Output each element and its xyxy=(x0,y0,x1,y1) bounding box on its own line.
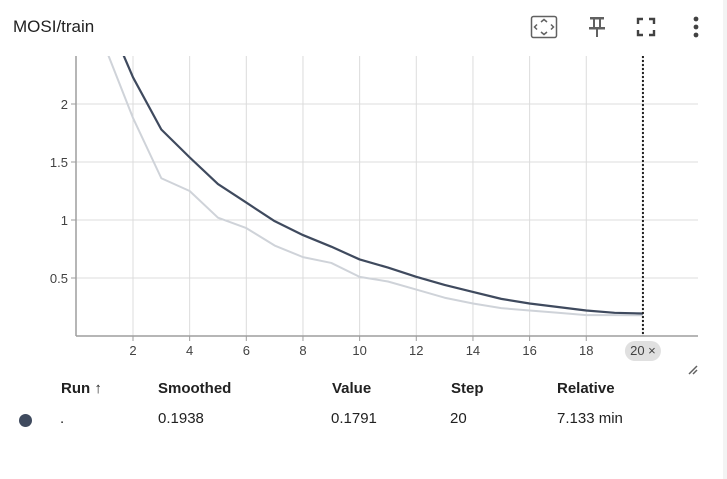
cell-relative: 7.133 min xyxy=(557,410,623,427)
y-tick-label: 1 xyxy=(61,213,68,228)
chart-grid xyxy=(76,56,698,336)
run-color-dot xyxy=(19,414,32,427)
card-toolbar xyxy=(507,8,727,46)
chart-series xyxy=(107,56,643,317)
more-vert-icon xyxy=(693,16,699,38)
fullscreen-button[interactable] xyxy=(631,12,661,42)
smoothed-series-line xyxy=(122,56,643,315)
col-value-header[interactable]: Value xyxy=(332,380,372,397)
x-tick-label: 8 xyxy=(299,343,306,358)
col-step-header[interactable]: Step xyxy=(451,380,484,397)
data-table-header: Run ↑ Smoothed Value Step Relative xyxy=(0,380,700,400)
cursor-step-pill xyxy=(624,341,661,361)
resize-handle-icon[interactable] xyxy=(688,365,698,375)
y-tick-label: 1.5 xyxy=(50,155,68,170)
col-smoothed-header[interactable]: Smoothed xyxy=(158,380,232,397)
card-title: MOSI/train xyxy=(13,17,95,36)
y-tick-label: 0.5 xyxy=(50,271,68,286)
x-tick-label: 12 xyxy=(409,343,423,358)
scrollbar-track[interactable] xyxy=(723,0,727,479)
cell-step: 20 xyxy=(450,410,467,427)
x-tick-label: 10 xyxy=(352,343,366,358)
x-tick-label: 6 xyxy=(243,343,250,358)
more-options-button[interactable] xyxy=(681,12,711,42)
step-cursor: 20 × xyxy=(624,56,661,361)
y-tick-label: 2 xyxy=(61,97,68,112)
x-tick-label: 18 xyxy=(579,343,593,358)
cursor-step-label: 20 × xyxy=(630,343,656,358)
fullscreen-icon xyxy=(636,17,656,37)
cell-smoothed: 0.1938 xyxy=(158,410,204,427)
cell-value: 0.1791 xyxy=(331,410,377,427)
x-tick-label: 16 xyxy=(522,343,536,358)
table-row: . 0.1938 0.1791 20 7.133 min xyxy=(0,410,700,432)
pin-button[interactable] xyxy=(582,12,612,42)
fit-domain-icon xyxy=(530,15,558,39)
x-tick-label: 14 xyxy=(466,343,480,358)
x-tick-label: 2 xyxy=(129,343,136,358)
cell-run: . xyxy=(60,410,65,427)
col-relative-header[interactable]: Relative xyxy=(557,380,615,397)
chart-axes: 2 4 6 8 10 12 14 16 18 0.5 1 1.5 2 xyxy=(50,56,698,358)
pin-icon xyxy=(589,17,605,37)
x-tick-label: 4 xyxy=(186,343,193,358)
col-run-header[interactable]: Run ↑ xyxy=(61,380,102,397)
raw-series-line xyxy=(107,56,643,317)
scalar-chart[interactable]: 2 4 6 8 10 12 14 16 18 0.5 1 1.5 2 20 × xyxy=(0,50,727,380)
fit-domain-button[interactable] xyxy=(529,12,559,42)
